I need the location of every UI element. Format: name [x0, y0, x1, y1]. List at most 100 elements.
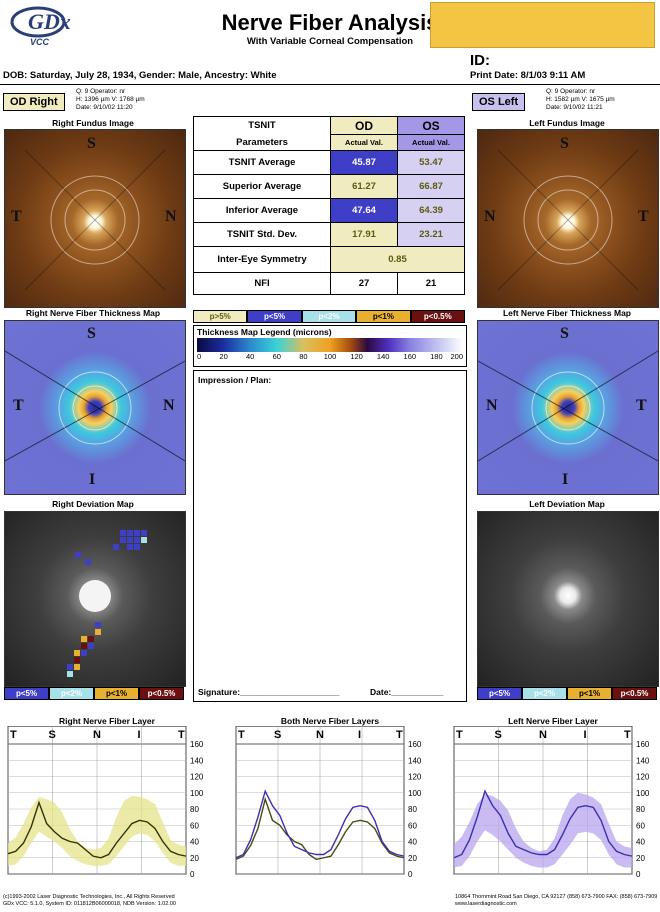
footer-address: 10864 Thornmint Road San Diego, CA 92127…: [455, 894, 658, 900]
y-tick-label: 120: [636, 773, 650, 782]
tsnit-table: TSNIT Parameters OD OS Actual Val. Actua…: [193, 116, 465, 295]
left-deviation-legend: p<5% p<2% p<1% p<0.5%: [477, 687, 657, 700]
quadrant-n-label: N: [163, 397, 175, 414]
x-section-label: T: [178, 729, 185, 741]
x-section-label: T: [456, 729, 463, 741]
od-meta: Q: 9 Operator: nr H: 1396 µm V: 1768 µm …: [76, 88, 145, 112]
quadrant-t-label: T: [636, 397, 647, 414]
dev-legend-p2: p<2%: [522, 687, 567, 700]
os-badge: OS Left: [472, 93, 526, 111]
signature-line[interactable]: Signature:_____________________: [198, 687, 340, 697]
id-label: ID:: [470, 52, 490, 69]
deviation-pixel: [74, 657, 80, 663]
quadrant-s-label: S: [87, 135, 96, 152]
quadrant-i-label: I: [562, 471, 569, 488]
os-meta-line: Q: 9 Operator: nr: [546, 88, 596, 95]
dev-legend-p5: p<5%: [4, 687, 49, 700]
left-deviation-map: [477, 511, 659, 687]
right-deviation-overlay: [67, 530, 147, 677]
thickness-tick: 140: [376, 352, 390, 361]
os-meta: Q: 9 Operator: nr H: 1582 µm V: 1675 µm …: [546, 88, 615, 112]
dob-line: DOB: Saturday, July 28, 1934, Gender: Ma…: [3, 70, 277, 81]
os-value: 53.47: [397, 150, 465, 175]
series-line: [235, 789, 405, 859]
os-column-header: OS: [397, 116, 465, 135]
deviation-pixel: [81, 643, 87, 649]
left-fundus-title: Left Fundus Image: [529, 118, 605, 128]
y-tick-label: 80: [636, 805, 645, 814]
right-deviation-title: Right Deviation Map: [52, 499, 134, 509]
left-layer-chart: 0 20 40 60 80 100 120 140 160 T S N I T: [453, 726, 650, 879]
x-section-label: I: [584, 729, 587, 741]
y-tick-label: 60: [408, 821, 417, 830]
impression-box: Impression / Plan: Signature:___________…: [193, 370, 467, 702]
deviation-pixel: [75, 552, 81, 558]
symmetry-value: 0.85: [330, 246, 465, 273]
right-layer-chart-title: Right Nerve Fiber Layer: [59, 716, 155, 726]
thickness-tick: 120: [350, 352, 363, 361]
footer-website[interactable]: www.laserdiagnostic.com: [455, 901, 517, 907]
thickness-color-bar: [197, 338, 463, 352]
quadrant-t-label: T: [638, 208, 649, 225]
y-tick-label: 40: [408, 838, 417, 847]
quadrant-s-label: S: [87, 325, 96, 342]
quadrant-s-label: S: [560, 325, 569, 342]
quadrant-s-label: S: [560, 135, 569, 152]
right-thickness-overlay: [5, 350, 185, 462]
param-head-line2: Parameters: [236, 136, 288, 148]
normal-range-band: [454, 792, 632, 868]
y-tick-label: 40: [190, 838, 199, 847]
deviation-pixel: [127, 544, 133, 550]
dev-legend-p1: p<1%: [94, 687, 139, 700]
nfi-label: NFI: [193, 272, 331, 295]
dev-legend-p05: p<0.5%: [139, 687, 184, 700]
y-tick-label: 100: [636, 789, 650, 798]
logo-text: GDx: [28, 9, 71, 34]
x-section-label: T: [624, 729, 631, 741]
deviation-pixel: [88, 643, 94, 649]
quadrant-t-label: T: [11, 208, 22, 225]
right-fundus-overlay: [24, 149, 166, 291]
y-tick-label: 80: [190, 805, 199, 814]
x-section-label: T: [396, 729, 403, 741]
row-label: TSNIT Average: [193, 150, 331, 175]
footer-left: (c)1993-2002 Laser Diagnostic Technologi…: [3, 894, 176, 908]
y-tick-label: 20: [190, 854, 199, 863]
series-line: [235, 796, 405, 861]
deviation-pixel: [74, 664, 80, 670]
series-line: [7, 800, 187, 859]
y-tick-label: 120: [190, 773, 204, 782]
od-meta-line: Q: 9 Operator: nr: [76, 88, 126, 95]
param-head-line1: TSNIT: [248, 119, 276, 131]
x-section-label: S: [49, 729, 56, 741]
deviation-pixel: [134, 537, 140, 543]
normal-range-band: [8, 796, 186, 866]
os-meta-line: H: 1582 µm V: 1675 µm: [546, 96, 615, 103]
od-value: 61.27: [330, 174, 398, 199]
left-thickness-overlay: [478, 350, 658, 462]
right-thickness-title: Right Nerve Fiber Thickness Map: [25, 308, 161, 318]
thickness-tick: 80: [299, 352, 308, 361]
left-deviation-title: Left Deviation Map: [529, 499, 605, 509]
deviation-pixel: [88, 636, 94, 642]
os-meta-line: Date: 9/10/02 11:21: [546, 104, 603, 111]
thickness-tick: 100: [323, 352, 337, 361]
y-tick-label: 160: [190, 740, 204, 749]
right-deviation-legend: p<5% p<2% p<1% p<0.5%: [4, 687, 184, 700]
quadrant-n-label: N: [486, 397, 498, 414]
y-tick-label: 100: [408, 789, 422, 798]
deviation-pixel: [127, 530, 133, 536]
header-divider: [0, 84, 660, 85]
both-layers-chart: 0 20 40 60 80 100 120 140 160 T S N I T: [235, 726, 422, 879]
right-thickness-map: S T N I: [4, 320, 186, 495]
x-section-label: S: [274, 729, 281, 741]
y-tick-label: 80: [408, 805, 417, 814]
thickness-tick: 180: [430, 352, 443, 361]
deviation-pixel: [141, 530, 147, 536]
od-subheader: Actual Val.: [330, 134, 398, 151]
date-line[interactable]: Date:___________: [370, 687, 444, 697]
x-section-label: T: [10, 729, 17, 741]
left-fundus-image: S N T: [477, 129, 659, 308]
x-section-label: I: [138, 729, 141, 741]
deviation-pixel: [120, 537, 126, 543]
